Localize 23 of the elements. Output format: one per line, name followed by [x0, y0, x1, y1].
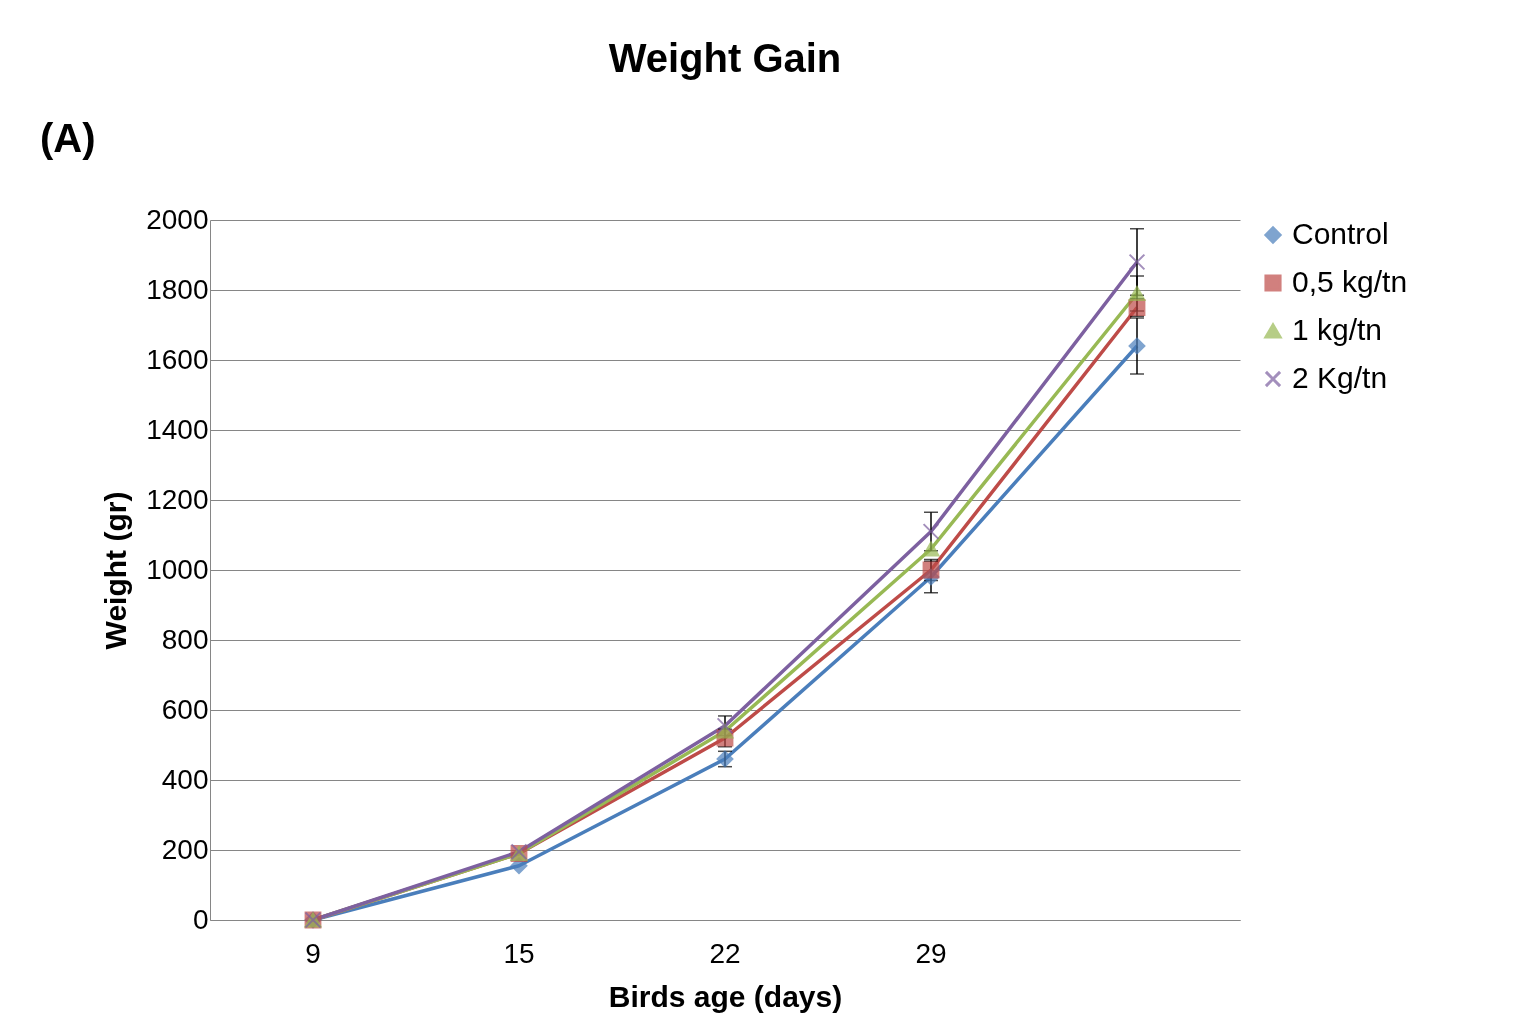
- legend-label: Control: [1292, 217, 1389, 250]
- y-tick-label: 600: [161, 693, 209, 725]
- y-tick-label: 400: [161, 763, 209, 795]
- x-tick-label: 15: [503, 937, 535, 969]
- y-tick-label: 1000: [146, 553, 209, 585]
- y-tick-label: 1200: [146, 483, 209, 515]
- legend-label: 1 kg/tn: [1292, 313, 1383, 346]
- y-tick-label: 800: [161, 623, 209, 655]
- x-tick-label: 29: [915, 937, 947, 969]
- y-tick-label: 1400: [146, 413, 209, 445]
- y-tick-label: 200: [161, 833, 209, 865]
- legend-label: 2 Kg/tn: [1292, 361, 1388, 394]
- y-tick-label: 1800: [146, 273, 209, 305]
- x-axis-title: Birds age (days): [608, 979, 843, 1013]
- legend-label: 0,5 kg/tn: [1292, 265, 1408, 298]
- y-tick-label: 1600: [146, 343, 209, 375]
- x-tick-label: 9: [305, 937, 321, 969]
- x-tick-label: 22: [709, 937, 741, 969]
- chart-title: Weight Gain: [608, 36, 842, 80]
- y-tick-label: 0: [192, 903, 209, 935]
- text: (A): [40, 116, 96, 160]
- y-axis-title: Weight (gr): [99, 491, 133, 650]
- y-tick-label: 2000: [146, 203, 209, 235]
